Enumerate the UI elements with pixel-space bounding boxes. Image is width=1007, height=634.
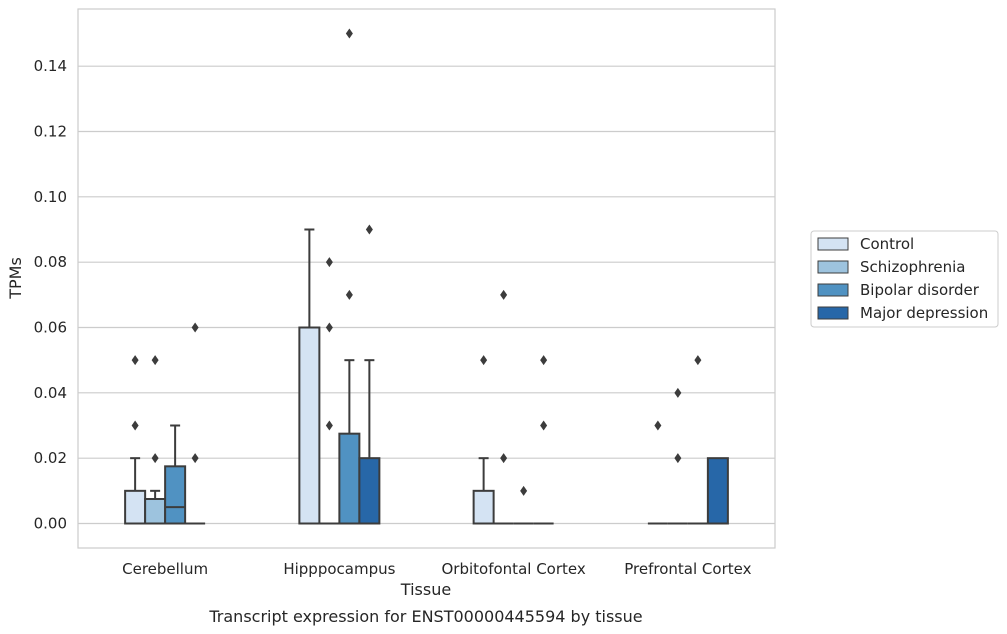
y-tick-label: 0.02 (34, 449, 67, 467)
box-body (338, 432, 361, 525)
x-tick-label: Orbitofontal Cortex (442, 560, 586, 578)
y-axis-label: TPMs (6, 257, 25, 300)
legend-item: Major depression (817, 304, 988, 322)
outlier-point (500, 453, 508, 464)
grid-lines (78, 65, 775, 525)
outlier-point (131, 420, 139, 431)
outlier-point (345, 289, 353, 300)
legend-swatch (817, 237, 849, 251)
box-major-depression (358, 359, 381, 525)
y-tick-label: 0.08 (34, 253, 67, 271)
x-tick-labels: Cerebellum Hipppocampus Orbitofontal Corte… (122, 560, 751, 578)
outliers (131, 28, 702, 496)
y-tick-labels: 0.00 0.02 0.04 0.06 0.08 0.10 0.12 0.14 (34, 57, 67, 532)
box-body (124, 489, 147, 525)
legend-item: Control (817, 235, 914, 253)
legend-swatch (817, 260, 849, 274)
outlier-point (694, 355, 702, 366)
x-tick-label: Prefrontal Cortex (624, 560, 751, 578)
outlier-point (674, 387, 682, 398)
box-bipolar-disorder (164, 424, 187, 525)
outlier-point (325, 420, 333, 431)
outlier-point (325, 322, 333, 333)
legend: Control Schizophrenia Bipolar disorder Majo… (810, 230, 999, 328)
legend-items: Control Schizophrenia Bipolar disorder Majo… (817, 235, 988, 322)
y-tick-label: 0.04 (34, 384, 67, 402)
legend-swatch (817, 306, 849, 320)
y-tick-label: 0.12 (34, 123, 67, 141)
y-tick-label: 0.10 (34, 188, 67, 206)
box-control (298, 228, 321, 525)
outlier-point (654, 420, 662, 431)
box-body (472, 489, 495, 525)
legend-label: Schizophrenia (860, 258, 965, 276)
outlier-point (540, 355, 548, 366)
outlier-point (151, 355, 159, 366)
box-bipolar-disorder (338, 359, 361, 525)
box-control (472, 457, 495, 525)
outlier-point (345, 28, 353, 39)
x-tick-label: Hipppocampus (283, 560, 395, 578)
legend-label: Control (860, 235, 914, 253)
box-body (144, 498, 167, 525)
outlier-point (151, 453, 159, 464)
outlier-point (325, 257, 333, 268)
box-body (358, 457, 381, 525)
boxes (124, 228, 729, 525)
chart-caption: Transcript expression for ENST0000044559… (208, 607, 642, 626)
legend-item: Schizophrenia (817, 258, 965, 276)
legend-label: Major depression (860, 304, 988, 322)
y-tick-label: 0.06 (34, 319, 67, 337)
box-body (164, 465, 187, 525)
outlier-point (674, 453, 682, 464)
plot-frame (77, 8, 776, 549)
box-control (124, 457, 147, 525)
legend-swatch (817, 283, 849, 297)
legend-item: Bipolar disorder (817, 281, 980, 299)
outlier-point (191, 322, 199, 333)
box-major-depression (706, 457, 729, 525)
outlier-point (480, 355, 488, 366)
outlier-point (500, 289, 508, 300)
outlier-point (540, 420, 548, 431)
y-tick-label: 0.00 (34, 515, 67, 533)
legend-frame (810, 230, 999, 328)
outlier-point (131, 355, 139, 366)
outlier-point (520, 485, 528, 496)
x-axis-label: Tissue (400, 580, 451, 599)
x-tick-label: Cerebellum (122, 560, 208, 578)
box-schizophrenia (144, 489, 167, 525)
y-tick-label: 0.14 (34, 57, 67, 75)
outlier-point (365, 224, 373, 235)
legend-label: Bipolar disorder (860, 281, 980, 299)
box-body (706, 457, 729, 525)
box-body (298, 326, 321, 525)
outlier-point (191, 453, 199, 464)
